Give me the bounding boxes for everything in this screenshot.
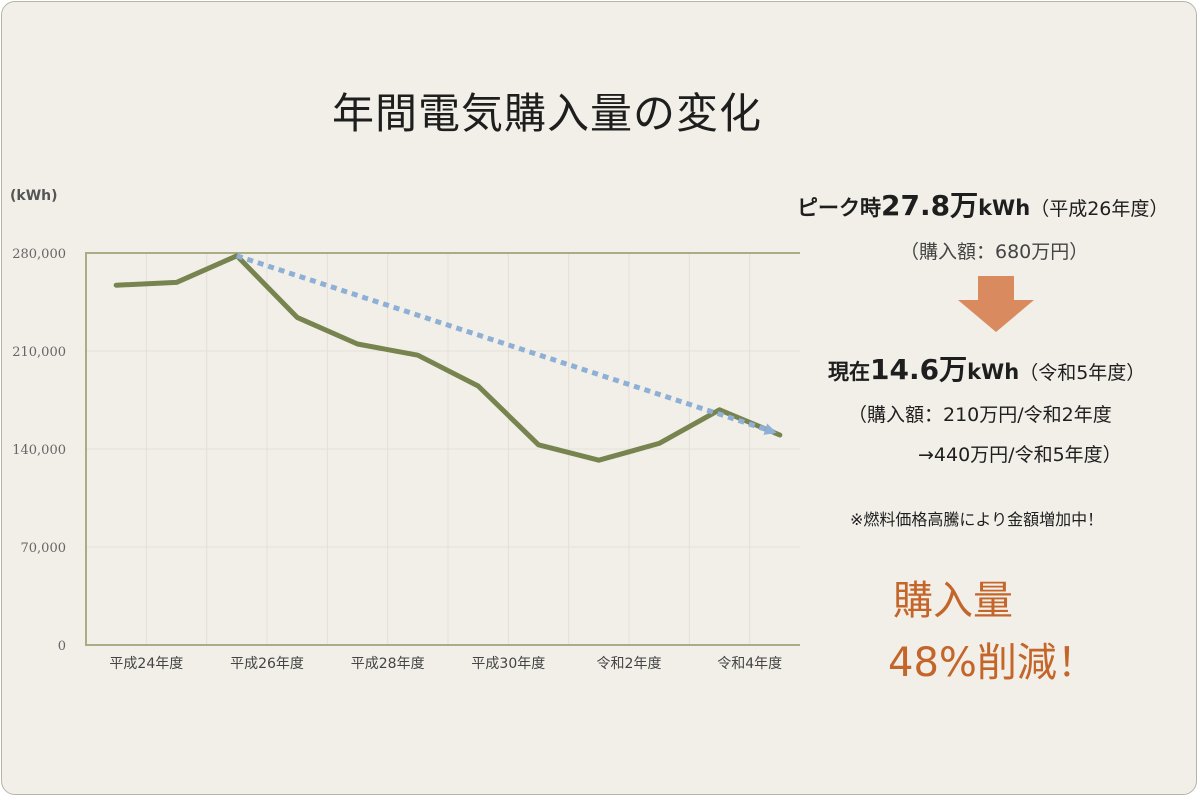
y-axis-ticks: 0 70,000 140,000 210,000 280,000 [12,247,66,654]
peak-info: ピーク時27.8万kWh（平成26年度） [797,184,1168,224]
page-title: 年間電気購入量の変化 [332,89,763,138]
y-tick-label: 280,000 [12,247,66,262]
fuel-price-note: ※燃料価格高騰により金額増加中！ [850,510,1104,529]
x-tick-label: 平成26年度 [230,656,304,672]
x-tick-label: 平成24年度 [109,656,183,672]
now-value: 14.6万 [870,353,968,386]
x-tick-label: 令和4年度 [717,656,782,672]
x-axis-ticks: 平成24年度 平成26年度 平成28年度 平成30年度 令和2年度 令和4年度 [109,656,782,672]
current-info: 現在14.6万kWh（令和5年度） [828,348,1145,388]
now-period: （令和5年度） [1019,362,1146,384]
peak-prefix: ピーク時 [797,196,881,220]
peak-period: （平成26年度） [1030,198,1169,220]
x-tick-label: 平成30年度 [471,656,545,672]
x-tick-label: 平成28年度 [351,656,425,672]
result-value: 48%削減！ [888,640,1097,686]
y-tick-label: 70,000 [21,541,67,556]
line-chart: 0 70,000 140,000 210,000 280,000 平成24年度 平成26年… [12,247,800,672]
result-label: 購入量 [893,578,1013,624]
plot-frame [85,252,800,646]
y-tick-label: 210,000 [12,345,66,360]
amount-line-1: （購入額：210万円/令和2年度 [848,404,1112,426]
amount-line-2: →440万円/令和5年度） [918,444,1122,466]
now-unit: kWh [967,360,1020,384]
trend-arrow [236,253,777,435]
chart-grid [86,252,800,646]
purchase-volume-line [113,253,783,463]
now-prefix: 現在 [828,360,870,384]
peak-value: 27.8万 [881,189,979,222]
x-tick-label: 令和2年度 [597,656,662,672]
y-tick-label: 0 [58,639,66,654]
peak-amount: （購入額：680万円） [900,241,1089,263]
peak-unit: kWh [978,196,1031,220]
down-arrow-icon [958,276,1034,332]
y-tick-label: 140,000 [12,443,66,458]
y-axis-unit: (kWh) [10,188,58,204]
